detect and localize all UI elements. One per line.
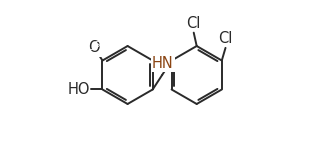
Text: Cl: Cl xyxy=(218,31,233,46)
Text: methoxy_stub: methoxy_stub xyxy=(40,38,119,49)
Text: O: O xyxy=(89,40,100,55)
Text: Cl: Cl xyxy=(187,16,201,31)
Text: HO: HO xyxy=(68,82,91,97)
Text: HN: HN xyxy=(152,56,174,70)
